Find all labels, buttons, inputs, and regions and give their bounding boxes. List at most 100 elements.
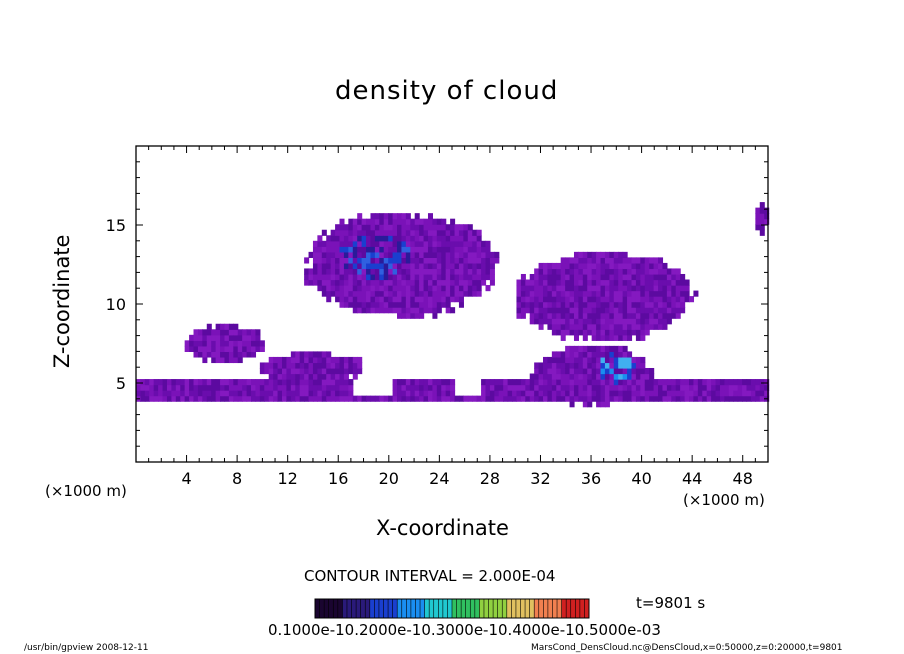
cloud-cell bbox=[242, 345, 248, 352]
cloud-cell bbox=[184, 345, 190, 352]
cloud-cell bbox=[635, 262, 641, 270]
cloud-cell bbox=[649, 296, 655, 303]
cloud-cell bbox=[481, 262, 487, 270]
cloud-cell bbox=[653, 323, 659, 330]
cloud-cell bbox=[166, 384, 172, 391]
cloud-cell bbox=[405, 251, 411, 258]
cloud-cell bbox=[366, 224, 372, 231]
cloud-cell bbox=[330, 279, 336, 286]
cloud-cell bbox=[618, 329, 624, 336]
cloud-cell bbox=[529, 379, 535, 386]
cloud-cell bbox=[591, 379, 597, 386]
cloud-cell bbox=[184, 379, 190, 386]
y-tick-label: 5 bbox=[116, 374, 126, 393]
colorbar-segment bbox=[483, 599, 489, 618]
cloud-cell bbox=[290, 384, 296, 391]
cloud-cell bbox=[653, 285, 659, 292]
cloud-cell bbox=[458, 273, 464, 281]
cloud-cell bbox=[436, 301, 442, 308]
cloud-cell bbox=[529, 296, 535, 303]
cloud-cell bbox=[481, 251, 487, 258]
cloud-cell bbox=[600, 373, 606, 380]
cloud-cell bbox=[374, 290, 380, 297]
cloud-cell bbox=[671, 279, 677, 286]
x-tick-label: 44 bbox=[682, 469, 702, 488]
cloud-cell bbox=[733, 390, 739, 397]
cloud-cell bbox=[432, 240, 438, 247]
cloud-cell bbox=[565, 395, 571, 402]
cloud-cell bbox=[388, 257, 394, 264]
cloud-cell bbox=[268, 373, 274, 380]
colorbar-segment bbox=[520, 599, 526, 618]
cloud-cell bbox=[366, 246, 372, 253]
cloud-cell bbox=[220, 334, 226, 341]
cloud-cell bbox=[516, 290, 522, 297]
cloud-cell bbox=[724, 390, 730, 397]
cloud-cell bbox=[591, 356, 597, 364]
cloud-cell bbox=[560, 362, 566, 369]
cloud-cell bbox=[649, 367, 655, 375]
cloud-cell bbox=[242, 390, 248, 397]
cloud-cell bbox=[640, 268, 646, 275]
cloud-cell bbox=[401, 312, 407, 319]
cloud-cell bbox=[719, 395, 725, 402]
cloud-cell bbox=[405, 290, 411, 297]
cloud-cell bbox=[348, 218, 354, 225]
cloud-cell bbox=[467, 285, 473, 292]
cloud-cell bbox=[538, 307, 544, 314]
cloud-cell bbox=[414, 224, 420, 231]
cloud-cell bbox=[587, 384, 593, 391]
cloud-cell bbox=[423, 235, 429, 242]
cloud-cell bbox=[339, 240, 345, 247]
cloud-cell bbox=[600, 307, 606, 314]
cloud-cell bbox=[339, 246, 345, 253]
cloud-cell bbox=[596, 296, 602, 303]
cloud-cell bbox=[304, 351, 310, 358]
cloud-cell bbox=[423, 296, 429, 303]
cloud-cell bbox=[211, 345, 217, 352]
cloud-cell bbox=[357, 229, 363, 236]
cloud-cell bbox=[472, 395, 478, 402]
cloud-cell bbox=[755, 384, 761, 391]
cloud-cell bbox=[392, 279, 398, 286]
time-label: t=9801 s bbox=[636, 594, 706, 612]
cloud-cell bbox=[485, 384, 491, 391]
cloud-cell bbox=[321, 251, 327, 258]
cloud-cell bbox=[189, 390, 195, 397]
cloud-cell bbox=[317, 373, 323, 380]
cloud-cell bbox=[441, 218, 447, 225]
cloud-cell bbox=[401, 379, 407, 386]
cloud-cell bbox=[587, 379, 593, 386]
cloud-cell bbox=[649, 307, 655, 314]
cloud-cell bbox=[419, 273, 425, 281]
cloud-cell bbox=[233, 340, 239, 347]
cloud-cell bbox=[414, 262, 420, 270]
cloud-cell bbox=[627, 296, 633, 303]
cloud-cell bbox=[569, 362, 575, 369]
cloud-cell bbox=[543, 367, 549, 375]
cloud-cell bbox=[193, 340, 199, 347]
cloud-cell bbox=[631, 285, 637, 292]
cloud-cell bbox=[419, 390, 425, 397]
cloud-cell bbox=[454, 229, 460, 236]
cloud-cell bbox=[618, 257, 624, 264]
cloud-cell bbox=[171, 395, 177, 402]
cloud-cell bbox=[640, 312, 646, 319]
cloud-cell bbox=[525, 307, 531, 314]
cloud-cell bbox=[556, 367, 562, 375]
cloud-cell bbox=[361, 240, 367, 247]
cloud-cell bbox=[565, 329, 571, 336]
cloud-cell bbox=[357, 356, 363, 364]
cloud-cell bbox=[388, 296, 394, 303]
cloud-cell bbox=[622, 296, 628, 303]
cloud-cell bbox=[697, 390, 703, 397]
cloud-cell bbox=[343, 390, 349, 397]
cloud-cell bbox=[348, 390, 354, 397]
cloud-cell bbox=[587, 307, 593, 314]
cloud-cell bbox=[335, 356, 341, 364]
cloud-cell bbox=[565, 323, 571, 330]
cloud-cell bbox=[476, 246, 482, 253]
cloud-cell bbox=[596, 390, 602, 397]
cloud-cell bbox=[750, 384, 756, 391]
cloud-cell bbox=[202, 379, 208, 386]
